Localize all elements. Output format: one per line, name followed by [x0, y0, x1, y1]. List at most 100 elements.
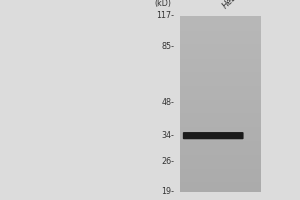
Bar: [180, 57, 261, 59]
Bar: [180, 29, 261, 31]
Bar: [180, 81, 261, 82]
Bar: [180, 171, 261, 173]
Bar: [180, 17, 261, 19]
Bar: [180, 183, 261, 185]
Text: 48-: 48-: [161, 98, 174, 107]
Bar: [180, 53, 261, 54]
Bar: [180, 135, 261, 136]
Bar: [180, 180, 261, 182]
Bar: [180, 120, 261, 122]
Bar: [180, 152, 261, 154]
Bar: [180, 42, 261, 44]
Bar: [180, 114, 261, 116]
Bar: [180, 97, 261, 98]
Bar: [180, 125, 261, 126]
Bar: [180, 117, 261, 119]
Bar: [180, 105, 261, 107]
Bar: [180, 161, 261, 163]
Bar: [180, 26, 261, 28]
Bar: [180, 34, 261, 35]
Bar: [180, 185, 261, 186]
Bar: [180, 16, 261, 17]
Bar: [180, 123, 261, 125]
Bar: [180, 149, 261, 151]
Bar: [180, 25, 261, 26]
Bar: [180, 41, 261, 42]
Bar: [180, 54, 261, 56]
Bar: [180, 103, 261, 104]
Bar: [180, 37, 261, 38]
Bar: [180, 63, 261, 64]
Bar: [180, 130, 261, 132]
Bar: [180, 73, 261, 75]
Bar: [180, 91, 261, 92]
Bar: [180, 47, 261, 48]
Bar: [180, 144, 261, 145]
Bar: [180, 75, 261, 76]
Text: (kD): (kD): [154, 0, 171, 8]
Bar: [180, 166, 261, 167]
Bar: [180, 174, 261, 176]
Bar: [180, 116, 261, 117]
Bar: [180, 145, 261, 147]
Bar: [180, 44, 261, 45]
Bar: [180, 111, 261, 113]
Bar: [180, 142, 261, 144]
Bar: [180, 139, 261, 141]
Bar: [180, 133, 261, 135]
Bar: [180, 20, 261, 22]
Bar: [180, 173, 261, 174]
Bar: [180, 89, 261, 91]
Bar: [180, 113, 261, 114]
Bar: [180, 94, 261, 95]
Bar: [180, 48, 261, 50]
Bar: [180, 170, 261, 171]
Bar: [180, 188, 261, 189]
Bar: [180, 177, 261, 179]
Bar: [180, 126, 261, 127]
Bar: [180, 176, 261, 177]
Bar: [180, 155, 261, 157]
Bar: [180, 164, 261, 166]
Bar: [180, 60, 261, 61]
Bar: [180, 179, 261, 180]
Bar: [180, 141, 261, 142]
Bar: [180, 59, 261, 60]
Text: 34-: 34-: [161, 131, 174, 140]
Bar: [180, 107, 261, 108]
Bar: [180, 129, 261, 130]
Text: 117-: 117-: [156, 11, 174, 21]
Bar: [180, 186, 261, 188]
Bar: [180, 148, 261, 149]
Bar: [180, 23, 261, 25]
Text: HeLa: HeLa: [220, 0, 242, 10]
Bar: [180, 147, 261, 148]
Bar: [180, 22, 261, 23]
Bar: [180, 35, 261, 37]
Bar: [180, 95, 261, 97]
Bar: [180, 132, 261, 133]
Text: 19-: 19-: [161, 188, 174, 196]
Bar: [180, 110, 261, 111]
Bar: [180, 154, 261, 155]
Bar: [180, 39, 261, 41]
Bar: [180, 169, 261, 170]
Bar: [180, 163, 261, 164]
Bar: [180, 45, 261, 47]
Bar: [180, 83, 261, 85]
Bar: [180, 151, 261, 152]
Bar: [180, 69, 261, 70]
Bar: [180, 108, 261, 110]
Bar: [180, 122, 261, 123]
Bar: [180, 101, 261, 103]
Bar: [180, 104, 261, 105]
Bar: [180, 160, 261, 161]
Bar: [180, 157, 261, 158]
Bar: [180, 38, 261, 39]
Bar: [180, 85, 261, 86]
Bar: [180, 76, 261, 78]
Bar: [180, 191, 261, 192]
Bar: [180, 189, 261, 191]
Bar: [180, 70, 261, 72]
Bar: [180, 79, 261, 81]
